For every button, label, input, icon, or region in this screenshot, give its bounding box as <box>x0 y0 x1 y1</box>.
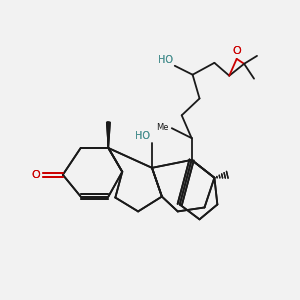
Text: HO: HO <box>158 55 173 65</box>
Text: HO: HO <box>158 55 173 65</box>
Polygon shape <box>107 122 110 148</box>
Text: HO: HO <box>135 131 150 141</box>
Text: O: O <box>31 170 40 180</box>
Text: Me: Me <box>156 123 169 132</box>
Text: O: O <box>31 170 40 180</box>
Text: O: O <box>232 46 241 56</box>
Text: HO: HO <box>135 131 150 141</box>
Text: O: O <box>232 46 241 56</box>
Polygon shape <box>107 122 110 148</box>
